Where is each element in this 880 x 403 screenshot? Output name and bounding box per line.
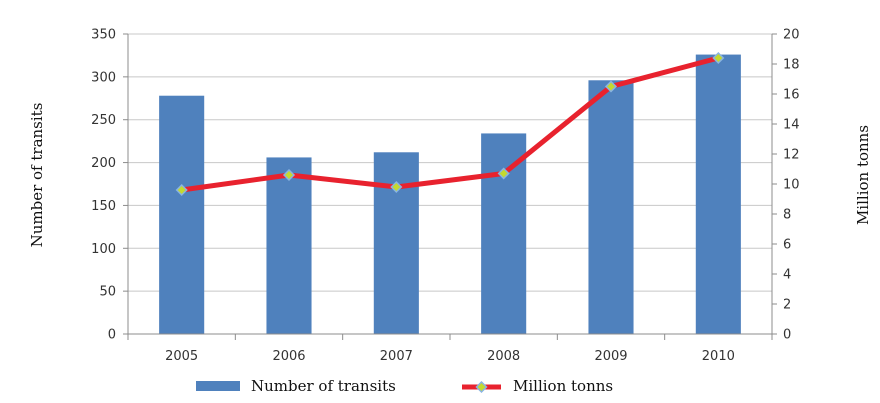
y-tick-label: 0 bbox=[108, 328, 116, 343]
legend-label-line: Million tonns bbox=[513, 377, 613, 395]
y-tick-label: 300 bbox=[91, 70, 116, 85]
tick-labels: 0 50 100 150 200 250 300 350 0 2 4 6 8 10 12 14 16 18 20 20… bbox=[91, 28, 799, 365]
line-marker-2006 bbox=[282, 168, 296, 182]
bar-2009 bbox=[588, 80, 634, 335]
legend-label-bars: Number of transits bbox=[251, 377, 396, 395]
y2-tick-label: 2 bbox=[783, 298, 791, 313]
y2-tick-label: 8 bbox=[783, 208, 791, 223]
y2-tick-label: 0 bbox=[783, 328, 791, 343]
y2-axis-title: Million tonns bbox=[854, 125, 872, 225]
y2-tick-label: 10 bbox=[783, 178, 800, 193]
y-tick-label: 50 bbox=[99, 285, 116, 300]
y-tick-label: 100 bbox=[91, 242, 116, 257]
bar-2008 bbox=[481, 133, 527, 334]
bar-2006 bbox=[266, 157, 312, 334]
y2-tick-label: 6 bbox=[783, 238, 791, 253]
bar-2010 bbox=[695, 54, 741, 334]
line-marker-2007 bbox=[390, 180, 403, 194]
line-marker-2010 bbox=[712, 51, 725, 65]
x-tick-label: 2007 bbox=[380, 349, 413, 364]
bar-series bbox=[159, 54, 741, 335]
x-tick-label: 2009 bbox=[594, 349, 627, 364]
legend-swatch-marker bbox=[475, 380, 488, 394]
y2-tick-label: 20 bbox=[783, 28, 800, 43]
y2-tick-label: 4 bbox=[783, 268, 791, 283]
y-tick-label: 200 bbox=[91, 156, 116, 171]
y2-tick-label: 16 bbox=[783, 88, 800, 103]
y-tick-label: 250 bbox=[91, 113, 116, 128]
line-marker-2005 bbox=[175, 183, 188, 197]
y2-tick-label: 14 bbox=[783, 118, 800, 133]
x-tick-label: 2010 bbox=[702, 349, 735, 364]
y2-tick-label: 12 bbox=[783, 148, 800, 163]
bar-2005 bbox=[159, 95, 205, 334]
y2-tick-label: 18 bbox=[783, 58, 800, 73]
line-marker-2009 bbox=[604, 80, 618, 93]
legend-swatch-bar bbox=[196, 381, 240, 391]
bar-2007 bbox=[373, 152, 419, 334]
line-million-tonns bbox=[179, 55, 721, 193]
legend: Number of transits Million tonns bbox=[196, 377, 613, 395]
axes bbox=[123, 33, 777, 340]
gridlines bbox=[128, 33, 772, 335]
y-axis-title: Number of transits bbox=[28, 103, 46, 248]
y-tick-label: 150 bbox=[91, 199, 116, 214]
x-tick-label: 2008 bbox=[487, 349, 520, 364]
x-tick-label: 2006 bbox=[272, 349, 305, 364]
y-tick-label: 350 bbox=[91, 28, 116, 43]
line-series bbox=[175, 51, 725, 197]
line-marker-2008 bbox=[497, 167, 510, 180]
x-tick-label: 2005 bbox=[165, 349, 198, 364]
